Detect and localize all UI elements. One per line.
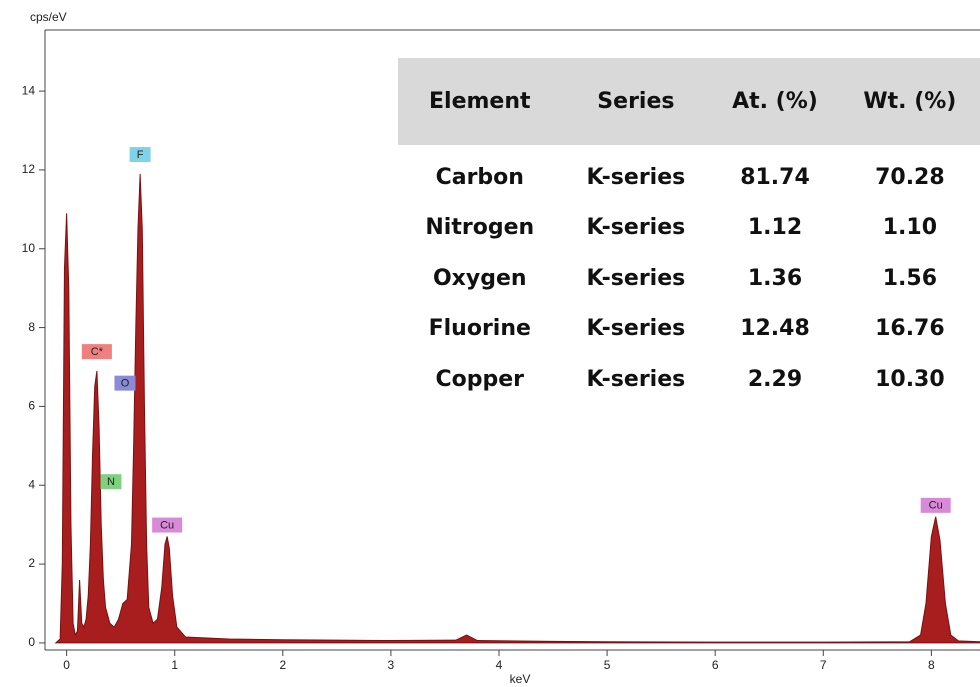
spectrum xyxy=(54,173,980,644)
table-row: Nitrogen K-series 1.12 1.10 xyxy=(398,203,980,254)
table-row: Carbon K-series 81.74 70.28 xyxy=(398,145,980,203)
table-cell: 2.29 xyxy=(747,366,803,392)
peak-label-box xyxy=(920,497,951,513)
peak-label: O xyxy=(121,378,130,390)
peak-label: N xyxy=(107,476,115,488)
results-table: Element Series At. (%) Wt. (%) Carbon K-serie… xyxy=(398,58,980,405)
peak-label: F xyxy=(137,149,144,161)
y-tick-label: 12 xyxy=(22,162,36,176)
peak-label-box xyxy=(81,344,112,360)
x-tick-label: 8 xyxy=(928,658,935,672)
x-tick-label: 1 xyxy=(171,658,178,672)
table-cell: 12.48 xyxy=(740,316,810,342)
y-axis-label: cps/eV xyxy=(30,10,67,24)
x-tick-label: 4 xyxy=(496,658,503,672)
x-tick-label: 2 xyxy=(279,658,286,672)
table-cell: 70.28 xyxy=(875,164,945,190)
table-cell: K-series xyxy=(586,164,686,190)
column-header: At. (%) xyxy=(710,58,840,145)
peak-label-box xyxy=(114,375,136,391)
table-cell: Fluorine xyxy=(428,316,531,342)
header-row: Element Series At. (%) Wt. (%) xyxy=(398,58,980,145)
table-cell: K-series xyxy=(586,265,686,291)
y-tick-label: 4 xyxy=(28,477,35,491)
table-cell: 1.10 xyxy=(882,215,938,241)
y-tick-label: 0 xyxy=(28,635,35,649)
table-cell: 1.56 xyxy=(882,265,938,291)
x-tick-label: 5 xyxy=(604,658,611,672)
y-tick-label: 2 xyxy=(28,556,35,570)
table-cell: K-series xyxy=(586,316,686,342)
table-cell: 10.30 xyxy=(875,366,945,392)
column-header: Wt. (%) xyxy=(839,58,980,145)
x-axis-label: keV xyxy=(510,672,531,686)
table-cell: 1.36 xyxy=(747,265,803,291)
table-cell: K-series xyxy=(586,366,686,392)
table-row: Fluorine K-series 12.48 16.76 xyxy=(398,304,980,355)
y-tick-label: 10 xyxy=(22,241,36,255)
peak-label: C* xyxy=(91,346,104,358)
table-cell: Carbon xyxy=(435,164,524,190)
y-tick-label: 8 xyxy=(28,320,35,334)
x-tick-label: 6 xyxy=(712,658,719,672)
peak-label-box xyxy=(100,474,122,490)
table-row: Copper K-series 2.29 10.30 xyxy=(398,354,980,405)
table-cell: K-series xyxy=(586,215,686,241)
column-header: Element xyxy=(398,58,562,145)
x-tick-label: 3 xyxy=(388,658,395,672)
table-cell: Nitrogen xyxy=(425,215,535,241)
table-cell: Oxygen xyxy=(432,265,527,291)
y-tick-label: 14 xyxy=(22,83,36,97)
x-tick-label: 0 xyxy=(63,658,70,672)
peak-label-box xyxy=(129,147,151,163)
peak-label: Cu xyxy=(160,519,174,531)
x-tick-label: 7 xyxy=(820,658,827,672)
column-header: Series xyxy=(561,58,711,145)
peak-label: Cu xyxy=(929,500,943,512)
table-cell: 16.76 xyxy=(875,316,945,342)
y-tick-label: 6 xyxy=(28,399,35,413)
table-cell: 1.12 xyxy=(747,215,803,241)
table-cell: 81.74 xyxy=(740,164,810,190)
table-row: Oxygen K-series 1.36 1.56 xyxy=(398,253,980,304)
table-cell: Copper xyxy=(435,366,525,392)
peak-label-box xyxy=(152,517,183,533)
